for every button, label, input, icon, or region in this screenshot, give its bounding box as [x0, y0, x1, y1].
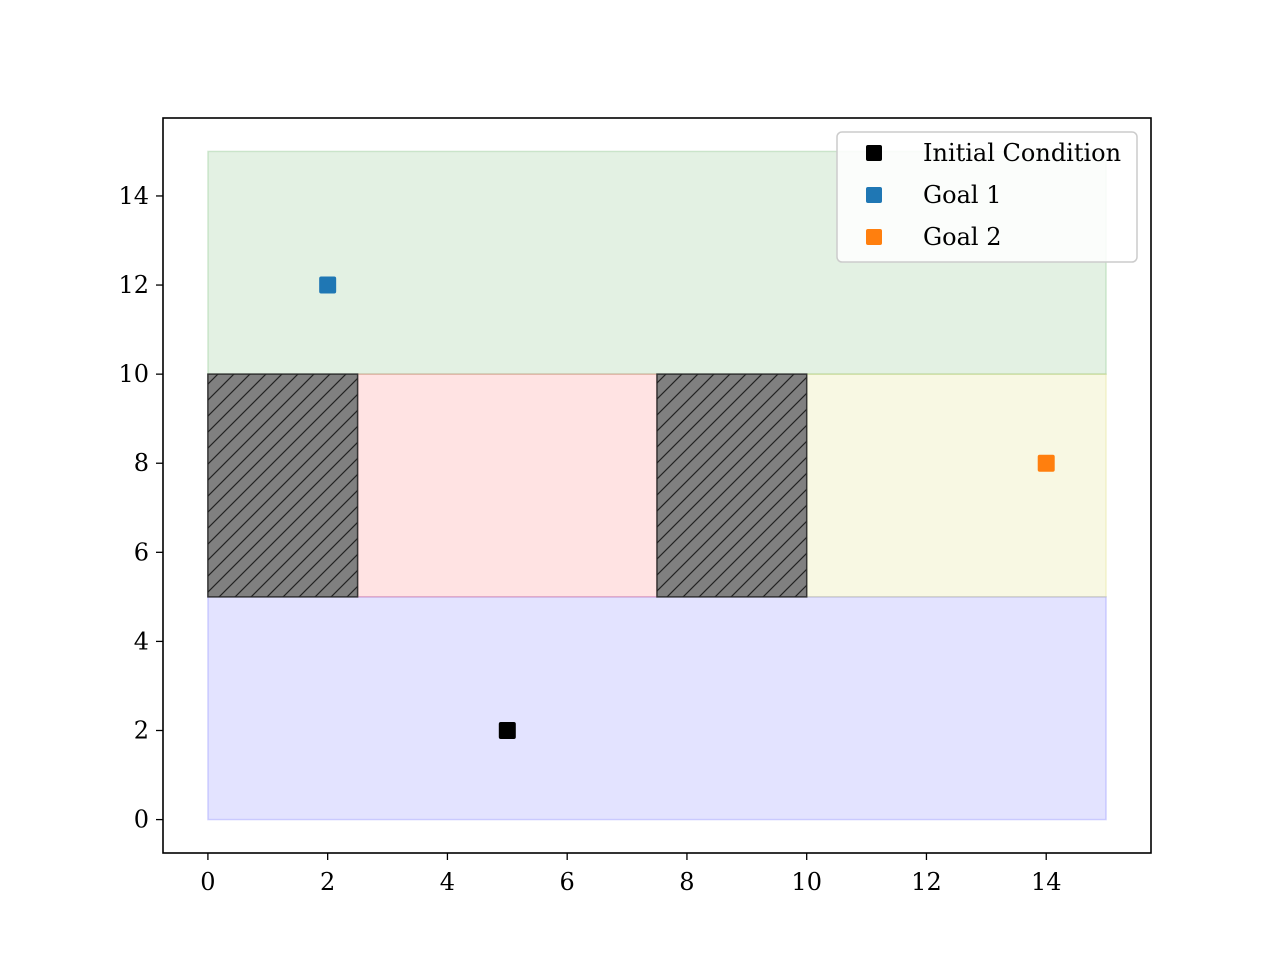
y-tick-label-8: 8: [134, 449, 149, 477]
legend-marker-1: [866, 187, 882, 203]
legend-label-2: Goal 2: [923, 223, 1002, 251]
y-tick-label-2: 2: [134, 717, 149, 745]
x-tick-label-4: 4: [440, 868, 455, 896]
x-tick-label-14: 14: [1031, 868, 1062, 896]
y-tick-label-6: 6: [134, 538, 149, 566]
x-tick-label-0: 0: [200, 868, 215, 896]
legend-label-0: Initial Condition: [923, 139, 1121, 167]
y-tick-label-0: 0: [134, 806, 149, 834]
plot-frame: [162, 117, 1152, 854]
region-2: [356, 373, 658, 598]
x-tick-label-2: 2: [320, 868, 335, 896]
region-3: [805, 373, 1107, 598]
obstacle-hatch-4: [207, 374, 358, 597]
legend-marker-2: [866, 229, 882, 245]
point-1-0: [319, 276, 337, 294]
obstacle-hatch-5: [657, 374, 807, 597]
x-tick-label-6: 6: [560, 868, 575, 896]
point-2-0: [1037, 454, 1055, 472]
x-tick-label-8: 8: [679, 868, 694, 896]
y-tick-label-14: 14: [118, 182, 149, 210]
region-0: [207, 596, 1107, 821]
legend-box: [836, 131, 1138, 263]
x-tick-label-12: 12: [911, 868, 942, 896]
y-tick-label-12: 12: [118, 271, 149, 299]
point-0-0: [498, 722, 516, 739]
legend-marker-0: [866, 145, 882, 161]
x-tick-label-10: 10: [791, 868, 822, 896]
legend-label-1: Goal 1: [923, 181, 1002, 209]
y-tick-label-4: 4: [134, 627, 149, 655]
y-tick-label-10: 10: [118, 360, 149, 388]
